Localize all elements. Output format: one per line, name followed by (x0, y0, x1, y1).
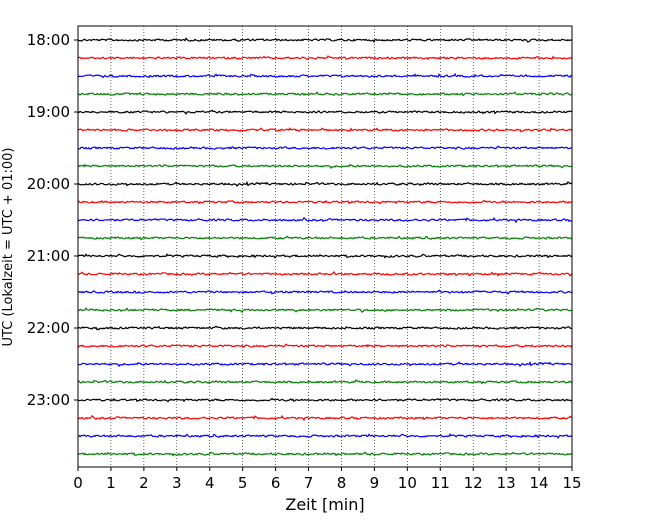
trace-2115 (77, 270, 573, 277)
x-tick-label: 11 (431, 474, 450, 492)
x-tick-label: 8 (337, 474, 347, 492)
x-tick-label: 0 (73, 474, 83, 492)
trace-1930 (77, 145, 573, 150)
trace-layer (77, 37, 573, 457)
x-tick-label: 15 (562, 474, 581, 492)
x-tick-label: 3 (172, 474, 182, 492)
plot-frame (77, 25, 573, 468)
trace-1815 (77, 54, 573, 61)
y-tick-label: 19:00 (27, 103, 70, 121)
trace-1800 (77, 37, 573, 44)
trace-1900 (77, 109, 573, 116)
x-tick-label: 10 (398, 474, 417, 492)
x-tick-label: 2 (139, 474, 149, 492)
x-tick-label: 14 (530, 474, 549, 492)
trace-1915 (77, 127, 573, 133)
trace-2000 (77, 180, 573, 187)
x-tick-label: 5 (238, 474, 248, 492)
x-tick-label: 4 (205, 474, 215, 492)
trace-1945 (77, 163, 573, 170)
x-tick-label: 13 (497, 474, 516, 492)
trace-2215 (77, 343, 573, 348)
y-tick-label: 20:00 (27, 175, 70, 193)
y-axis-label: UTC (Lokalzeit = UTC + 01:00) (1, 148, 16, 347)
trace-2300 (77, 397, 573, 403)
x-tick-label: 6 (271, 474, 281, 492)
y-tick-label: 18:00 (27, 31, 70, 49)
trace-2245 (77, 379, 573, 385)
trace-2145 (77, 307, 573, 314)
trace-2200 (77, 325, 573, 331)
y-axis: 18:00 19:00 20:00 21:00 22:00 23:00 (27, 31, 78, 409)
trace-2130 (77, 289, 573, 295)
x-tick-label: 12 (464, 474, 483, 492)
trace-1830 (77, 72, 573, 79)
y-tick-label: 23:00 (27, 391, 70, 409)
trace-2015 (77, 199, 573, 205)
x-axis-label: Zeit [min] (285, 495, 364, 514)
y-tick-label: 21:00 (27, 247, 70, 265)
x-tick-label: 9 (370, 474, 380, 492)
trace-2045 (77, 235, 573, 241)
y-tick-label: 22:00 (27, 319, 70, 337)
trace-1845 (77, 91, 573, 97)
trace-2030 (77, 216, 573, 224)
x-tick-label: 1 (106, 474, 116, 492)
trace-2230 (77, 360, 573, 368)
trace-2315 (77, 414, 573, 422)
trace-2330 (77, 433, 573, 439)
trace-2100 (77, 253, 573, 259)
x-tick-label: 7 (304, 474, 314, 492)
x-axis: 0 1 2 3 4 5 6 7 8 9 10 11 12 13 14 15 (73, 467, 582, 492)
trace-2345 (77, 451, 573, 457)
